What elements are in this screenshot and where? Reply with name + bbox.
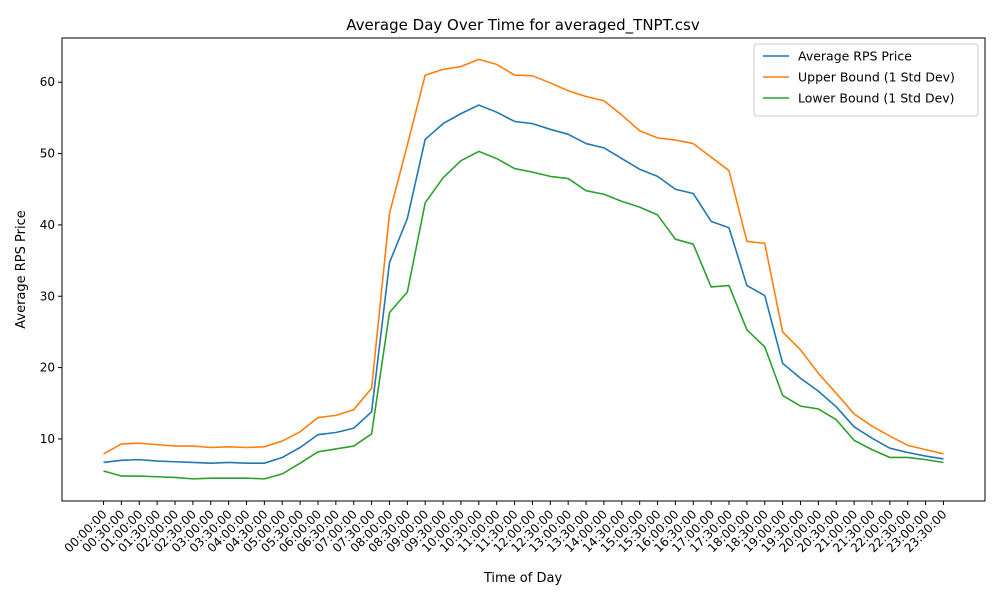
legend-box — [753, 43, 979, 117]
legend-label-1: Average RPS Price — [798, 49, 912, 64]
series-layer — [103, 58, 944, 480]
y-axis: 10 20 30 40 50 60 — [40, 75, 62, 446]
y-tick-label: 40 — [40, 218, 55, 232]
y-tick-label: 20 — [40, 361, 55, 375]
legend: Average RPS Price Upper Bound (1 Std Dev)… — [753, 43, 979, 117]
y-tick-label: 30 — [40, 289, 55, 303]
y-tick-label: 10 — [40, 432, 55, 446]
legend-label-3: Lower Bound (1 Std Dev) — [798, 91, 955, 106]
x-axis-label: Time of Day — [483, 571, 563, 586]
series-line-1 — [103, 104, 944, 464]
x-axis: 00:00:0000:30:0001:00:0001:30:0002:00:00… — [62, 501, 950, 555]
series-line-2 — [103, 58, 944, 455]
y-axis-label: Average RPS Price — [14, 210, 29, 329]
y-tick-label: 50 — [40, 147, 55, 161]
plot-frame — [61, 37, 986, 502]
chart-title: Average Day Over Time for averaged_TNPT.… — [346, 16, 700, 35]
series-line-3 — [103, 150, 944, 480]
legend-label-2: Upper Bound (1 Std Dev) — [798, 70, 955, 85]
y-tick-label: 60 — [40, 75, 55, 89]
